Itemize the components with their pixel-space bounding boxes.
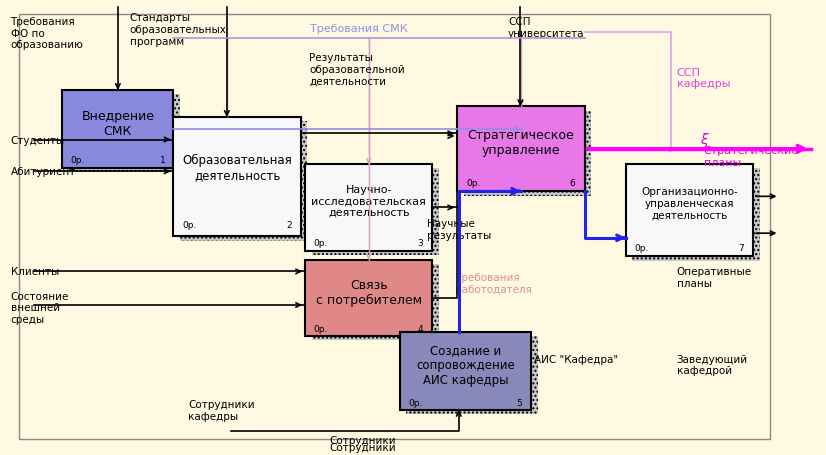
Text: Связь
с потребителем: Связь с потребителем bbox=[316, 278, 422, 306]
Bar bbox=[457, 107, 585, 192]
Bar bbox=[406, 337, 538, 414]
Text: 0р.: 0р. bbox=[409, 398, 423, 407]
Text: ξ: ξ bbox=[700, 132, 708, 147]
Text: АИС "Кафедра": АИС "Кафедра" bbox=[534, 354, 618, 364]
Text: Научно-
исследовательская
деятельность: Научно- исследовательская деятельность bbox=[311, 185, 426, 217]
Text: Сотрудники
кафедры: Сотрудники кафедры bbox=[188, 399, 254, 420]
Text: Сотрудники: Сотрудники bbox=[330, 442, 396, 452]
Text: 0р.: 0р. bbox=[466, 179, 481, 188]
Bar bbox=[311, 265, 439, 340]
Text: Образовательная
деятельность: Образовательная деятельность bbox=[183, 154, 292, 182]
Text: 0р.: 0р. bbox=[314, 324, 328, 333]
Text: Абитуриент: Абитуриент bbox=[11, 167, 76, 177]
Text: Требования
ФО по
образованию: Требования ФО по образованию bbox=[11, 17, 83, 50]
Text: 6: 6 bbox=[570, 179, 576, 188]
Text: Состояние
внешней
среды: Состояние внешней среды bbox=[11, 291, 69, 324]
Bar bbox=[305, 260, 432, 336]
Text: 0р.: 0р. bbox=[634, 243, 649, 252]
Bar bbox=[63, 91, 173, 168]
Text: 7: 7 bbox=[738, 243, 744, 252]
Bar bbox=[69, 95, 180, 172]
Text: Студенты: Студенты bbox=[11, 136, 64, 146]
Text: 0р.: 0р. bbox=[70, 156, 84, 165]
Text: 5: 5 bbox=[516, 398, 522, 407]
Bar bbox=[311, 169, 439, 256]
Text: 0р.: 0р. bbox=[183, 220, 197, 229]
Bar bbox=[625, 165, 753, 257]
Text: 2: 2 bbox=[287, 220, 292, 229]
Text: Клиенты: Клиенты bbox=[11, 267, 59, 277]
Text: 1: 1 bbox=[160, 156, 165, 165]
Text: Требования СМК: Требования СМК bbox=[310, 24, 407, 34]
Text: Стратегические
планы: Стратегические планы bbox=[704, 146, 799, 167]
Bar bbox=[180, 122, 307, 241]
Text: Научные
результаты: Научные результаты bbox=[427, 219, 491, 240]
Bar bbox=[632, 169, 760, 261]
Text: 3: 3 bbox=[418, 238, 424, 247]
Text: 4: 4 bbox=[418, 324, 424, 333]
Text: Стандарты
образовательных
программ: Стандарты образовательных программ bbox=[130, 13, 226, 46]
Text: ССП
университета: ССП университета bbox=[508, 17, 585, 39]
Text: Внедрение
СМК: Внедрение СМК bbox=[82, 109, 154, 137]
Text: Организационно-
управленческая
деятельность: Организационно- управленческая деятельно… bbox=[641, 187, 738, 220]
Bar bbox=[173, 118, 301, 237]
Text: 0р.: 0р. bbox=[314, 238, 328, 247]
Text: Сотрудники: Сотрудники bbox=[330, 435, 396, 445]
Bar bbox=[400, 332, 531, 410]
Text: Требования
работодателя: Требования работодателя bbox=[455, 273, 533, 294]
Text: Результаты
образовательной
деятельности: Результаты образовательной деятельности bbox=[309, 53, 405, 86]
Text: Создание и
сопровождение
АИС кафедры: Создание и сопровождение АИС кафедры bbox=[416, 344, 515, 386]
Text: ССП
кафедры: ССП кафедры bbox=[676, 67, 730, 89]
Bar bbox=[463, 111, 591, 196]
Text: Стратегическое
управление: Стратегическое управление bbox=[468, 129, 574, 157]
Bar bbox=[305, 165, 432, 251]
Text: Заведующий
кафедрой: Заведующий кафедрой bbox=[676, 354, 748, 375]
Text: Оперативные
планы: Оперативные планы bbox=[676, 267, 752, 288]
